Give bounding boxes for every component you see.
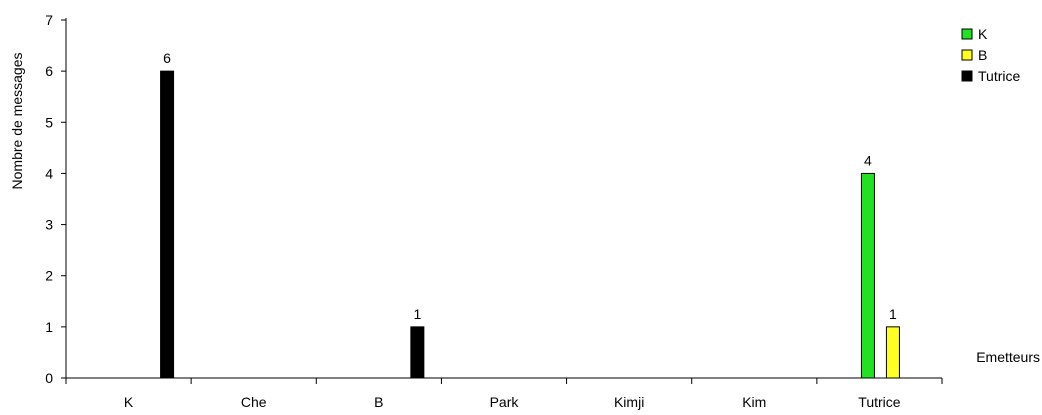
bar-tutrice-k [160,70,175,379]
legend-swatch-tutrice [961,70,973,82]
y-tick-label: 7 [45,12,53,28]
y-tick-label: 3 [45,217,53,233]
data-label: 6 [163,50,171,66]
legend-label-k: K [978,26,988,42]
x-tick-label: Tutrice [858,394,900,410]
bar-b-tutrice [885,326,900,379]
x-tick-label: Kim [742,394,766,410]
data-labels: 6 1 4 1 [163,50,897,322]
bar-tutrice-b [410,326,425,379]
y-axis-label: Nombre de messages [9,53,25,190]
y-tick-label: 5 [45,114,53,130]
y-tick-label: 0 [45,370,53,386]
y-tick-label: 6 [45,63,53,79]
data-label: 1 [889,306,897,322]
x-tick-label: K [124,394,134,410]
data-label: 4 [864,152,872,168]
data-label: 1 [413,306,421,322]
bar-k-tutrice [860,172,875,379]
legend-label-b: B [978,47,987,63]
legend-swatch-k [961,28,973,40]
x-tick-label: Che [241,394,267,410]
x-axis-label: Emetteurs [976,349,1040,365]
x-tick-label: Park [490,394,520,410]
legend-swatch-b [961,49,973,61]
y-tick-label: 1 [45,319,53,335]
legend: KB Tutrice [961,26,1020,84]
y-tick-label: 2 [45,268,53,284]
legend-label-tutrice: Tutrice [978,68,1020,84]
axes: 0 1 2 3 4 5 6 7 K Che B Park Kimji Kim Tutrice [45,12,943,410]
x-tick-label: Kimji [614,394,644,410]
bars [160,70,900,379]
y-tick-label: 4 [45,165,53,181]
x-tick-label: B [374,394,383,410]
